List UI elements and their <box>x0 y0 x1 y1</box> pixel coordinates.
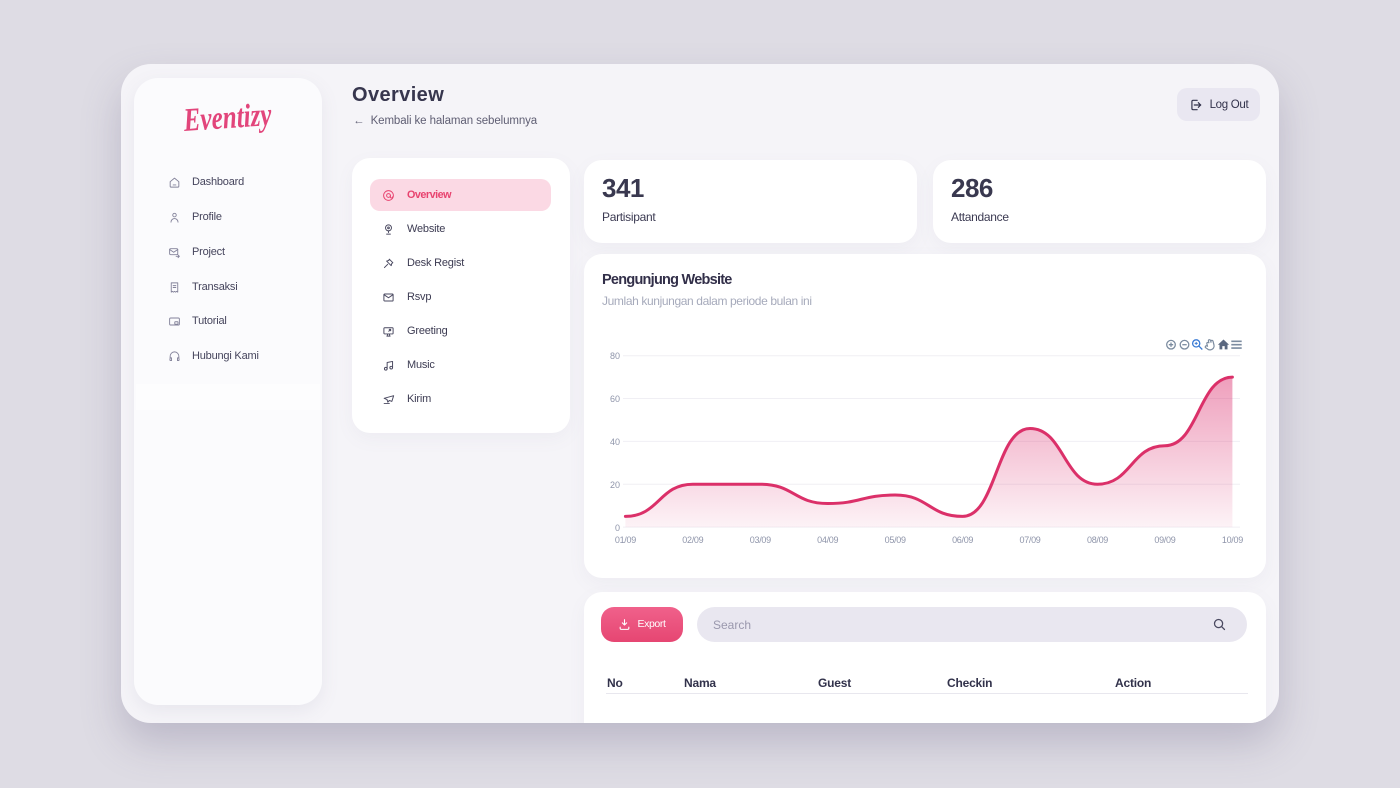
svg-text:03/09: 03/09 <box>750 535 771 545</box>
svg-text:Eventizy: Eventizy <box>182 98 273 139</box>
svg-text:07/09: 07/09 <box>1019 535 1040 545</box>
svg-text:08/09: 08/09 <box>1087 535 1108 545</box>
svg-text:40: 40 <box>610 437 620 447</box>
svg-text:01/09: 01/09 <box>615 535 636 545</box>
svg-text:10/09: 10/09 <box>1222 535 1243 545</box>
svg-text:60: 60 <box>610 394 620 404</box>
svg-text:80: 80 <box>610 351 620 361</box>
svg-text:20: 20 <box>610 480 620 490</box>
svg-text:02/09: 02/09 <box>682 535 703 545</box>
svg-text:09/09: 09/09 <box>1154 535 1175 545</box>
svg-text:04/09: 04/09 <box>817 535 838 545</box>
svg-text:06/09: 06/09 <box>952 535 973 545</box>
svg-text:05/09: 05/09 <box>885 535 906 545</box>
svg-text:0: 0 <box>615 523 620 533</box>
